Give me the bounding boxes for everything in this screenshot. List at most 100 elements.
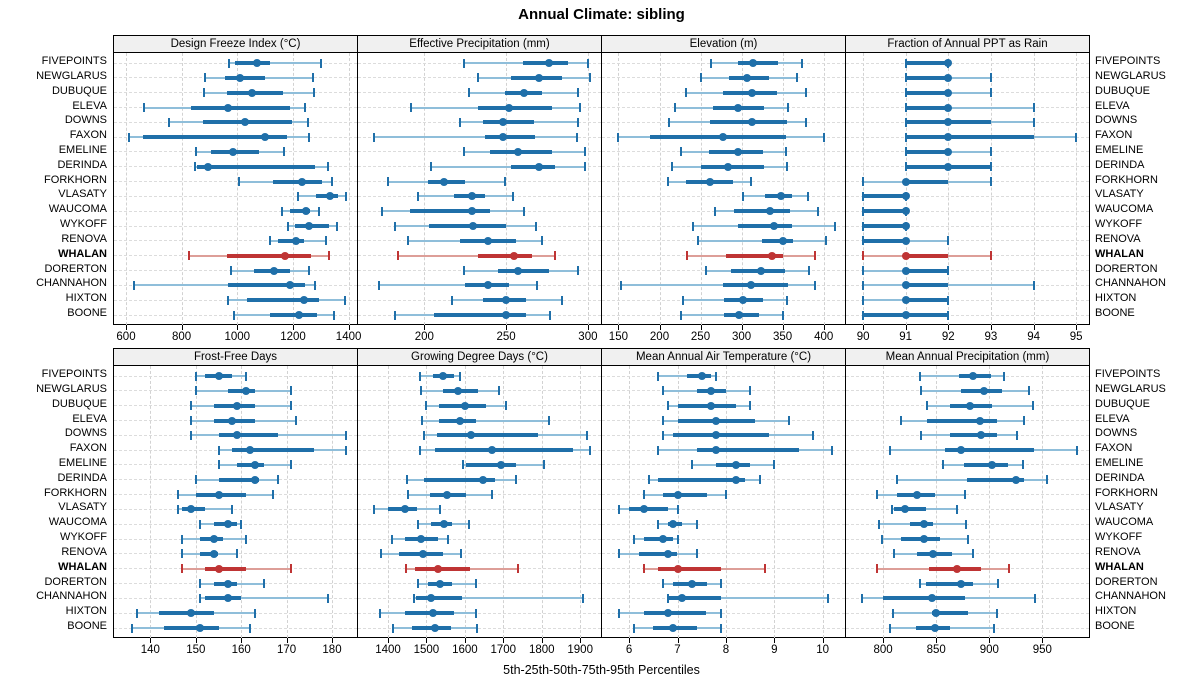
cap-5th — [618, 504, 621, 514]
cap-5th — [682, 295, 685, 305]
cap-95th — [1032, 117, 1035, 127]
grid-line-vertical — [782, 53, 784, 325]
box-25-75 — [658, 477, 746, 482]
median-dot — [901, 222, 910, 231]
grid-line-horizontal — [846, 62, 1089, 64]
grid-line-vertical — [774, 366, 776, 638]
cap-95th — [290, 460, 293, 470]
axis-tick — [990, 325, 992, 330]
median-dot — [443, 490, 452, 499]
site-label-right-dubuque: DUBUQUE — [1095, 84, 1151, 97]
cap-5th — [181, 564, 184, 574]
median-dot — [712, 431, 721, 440]
grid-line-horizontal — [358, 375, 601, 377]
whisker-5-95 — [378, 284, 538, 287]
site-label-right-forkhorn: FORKHORN — [1095, 486, 1158, 499]
cap-5th — [204, 73, 207, 83]
cap-5th — [280, 206, 283, 216]
cap-5th — [297, 191, 299, 201]
cap-5th — [904, 73, 907, 83]
cap-95th — [262, 579, 265, 588]
site-label-right-eleva: ELEVA — [1095, 99, 1130, 112]
median-dot — [901, 251, 910, 260]
cap-5th — [691, 460, 693, 470]
cap-95th — [308, 266, 311, 275]
box-25-75 — [737, 61, 778, 65]
grid-line-vertical — [823, 53, 825, 325]
box-25-75 — [416, 596, 463, 601]
cap-5th — [429, 162, 432, 172]
axis-tick-label: 850 — [926, 644, 946, 656]
cap-5th — [228, 58, 231, 68]
cap-5th — [190, 416, 193, 425]
panel-title: Mean Annual Precipitation (mm) — [846, 349, 1089, 366]
grid-line-vertical — [237, 53, 239, 325]
x-axis-mean-annual-air-temperature-c: 6 7 8 9 10 — [602, 638, 845, 662]
cap-95th — [773, 460, 776, 470]
cap-95th — [498, 386, 501, 396]
median-dot — [232, 401, 241, 410]
median-dot — [944, 88, 953, 97]
site-label-left-dorerton: DORERTON — [44, 262, 107, 275]
cap-5th — [904, 132, 907, 142]
cap-5th — [862, 266, 865, 275]
cap-95th — [336, 221, 338, 231]
cap-5th — [904, 117, 907, 127]
cap-95th — [989, 162, 992, 172]
box-25-75 — [465, 462, 516, 467]
grid-line-vertical — [629, 366, 631, 638]
axis-tick-label: 1200 — [280, 331, 306, 343]
axis-tick-label: 90 — [856, 331, 870, 343]
cap-5th — [194, 162, 197, 172]
cap-5th — [662, 416, 664, 425]
cap-5th — [425, 401, 428, 411]
axis-tick-label: 91 — [899, 331, 913, 343]
box-25-75 — [932, 611, 969, 616]
grid-line-horizontal — [114, 225, 357, 227]
median-dot — [663, 609, 672, 618]
median-dot — [901, 281, 910, 290]
axis-tick — [823, 325, 825, 330]
site-label-left-fivepoints: FIVEPOINTS — [41, 55, 107, 67]
grid-line-vertical — [587, 53, 589, 325]
cap-95th — [303, 103, 306, 112]
grid-line-horizontal — [602, 627, 845, 629]
cap-5th — [268, 236, 271, 246]
cap-5th — [904, 162, 907, 172]
cap-5th — [451, 295, 454, 305]
site-label-left-vlasaty: VLASATY — [58, 188, 107, 201]
cap-95th — [947, 236, 950, 246]
x-axis-effective-precipitation-mm: 200 250 300 — [358, 325, 601, 349]
grid-line-vertical — [741, 53, 743, 325]
grid-line-horizontal — [846, 210, 1089, 212]
cap-95th — [311, 73, 314, 83]
median-dot — [433, 564, 442, 573]
cap-95th — [490, 490, 493, 500]
panel-title: Mean Annual Air Temperature (°C) — [602, 349, 845, 366]
cap-5th — [642, 564, 645, 574]
site-label-left-emeline: EMELINE — [58, 143, 107, 156]
cap-5th — [420, 386, 423, 396]
site-label-left-fivepoints: FIVEPOINTS — [41, 368, 107, 380]
site-label-right-renova: RENOVA — [1095, 232, 1141, 245]
median-dot — [901, 236, 910, 245]
cap-5th — [459, 117, 462, 127]
box-25-75 — [511, 164, 556, 169]
cap-5th — [392, 623, 394, 633]
cap-5th — [393, 310, 396, 320]
cap-5th — [662, 430, 664, 440]
box-25-75 — [701, 164, 764, 169]
cap-5th — [862, 221, 865, 231]
cap-5th — [217, 460, 220, 470]
box-25-75 — [629, 507, 668, 512]
median-dot — [668, 520, 677, 529]
cap-95th — [720, 579, 723, 588]
cap-95th — [330, 177, 333, 187]
panel-design-freeze-index-c: Design Freeze Index (°C) — [113, 35, 358, 325]
cap-95th — [676, 504, 679, 514]
whisker-5-95 — [373, 136, 577, 139]
cap-95th — [758, 475, 761, 485]
grid-line-horizontal — [358, 583, 601, 584]
cap-5th — [692, 221, 695, 231]
median-dot — [248, 88, 257, 97]
